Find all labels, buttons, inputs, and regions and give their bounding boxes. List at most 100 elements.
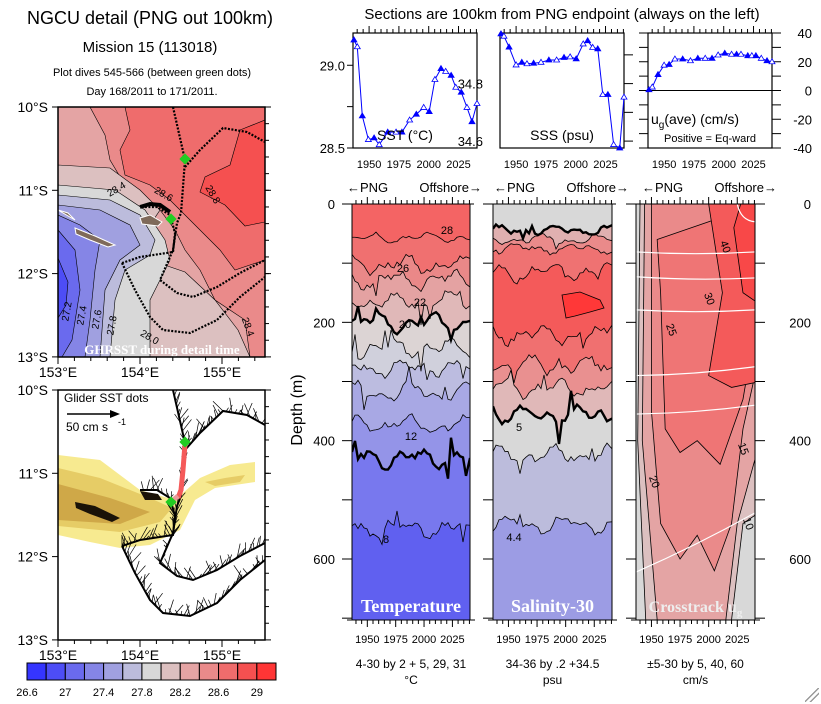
data-point bbox=[452, 83, 460, 90]
velocity-arrow bbox=[166, 553, 171, 569]
data-point bbox=[431, 75, 439, 82]
contour-label: 28 bbox=[441, 225, 453, 237]
contour-line bbox=[352, 437, 470, 479]
resize-grip-icon[interactable] bbox=[805, 688, 819, 702]
data-point bbox=[412, 110, 421, 117]
data-point bbox=[727, 50, 736, 57]
island-shape bbox=[139, 214, 163, 227]
contour-line bbox=[352, 413, 470, 433]
data-point bbox=[370, 134, 378, 141]
y-tick-label: 34.8 bbox=[458, 77, 483, 92]
contour-spec: ±5-30 by 5, 40, 60 bbox=[647, 657, 744, 671]
data-point bbox=[500, 32, 508, 39]
lat-label: 10°S bbox=[17, 382, 48, 398]
lon-label: 155°E bbox=[203, 647, 241, 663]
velocity-arrow bbox=[155, 596, 162, 611]
data-point bbox=[350, 36, 358, 43]
data-point bbox=[594, 45, 602, 52]
colorbar-swatch bbox=[122, 662, 143, 681]
velocity-arrow bbox=[205, 560, 212, 573]
colorbar-swatch bbox=[237, 662, 258, 681]
dives-subtitle: Plot dives 545-566 (between green dots) bbox=[53, 67, 251, 79]
data-point bbox=[579, 40, 587, 47]
contour-label: 27.6 bbox=[90, 309, 104, 331]
y-tick-label: 20 bbox=[798, 55, 812, 70]
velocity-arrow bbox=[212, 400, 224, 412]
data-point bbox=[757, 54, 765, 61]
x-tick-label: 2025 bbox=[446, 159, 470, 171]
x-tick-label: 1950 bbox=[357, 159, 381, 171]
velocity-arrow bbox=[146, 479, 150, 491]
data-point bbox=[678, 55, 687, 62]
data-point bbox=[763, 56, 771, 64]
velocity-arrow bbox=[121, 532, 129, 545]
lat-label: 10°S bbox=[17, 99, 48, 115]
colorbar-label: 29 bbox=[251, 687, 263, 699]
lat-label: 13°S bbox=[17, 632, 48, 648]
data-point bbox=[468, 117, 476, 125]
velocity-arrow bbox=[164, 558, 173, 573]
glider-track bbox=[121, 545, 265, 618]
velocity-arrow bbox=[259, 535, 261, 546]
contour-band bbox=[352, 204, 470, 243]
data-point bbox=[572, 55, 580, 62]
velocity-arrow bbox=[235, 570, 242, 585]
y-tick-label: 40 bbox=[798, 26, 812, 41]
velocity-arrow bbox=[128, 536, 132, 544]
data-point bbox=[552, 56, 561, 63]
data-line bbox=[353, 39, 478, 146]
chart-label: ug(ave) (cm/s) bbox=[651, 111, 739, 131]
sss-chart: 1950 1975 2000 2025 SSS (psu) bbox=[497, 26, 633, 171]
data-point bbox=[768, 57, 776, 65]
x-tick-label: 2000 bbox=[553, 634, 577, 646]
velocity-arrow bbox=[174, 567, 184, 578]
glider-track bbox=[121, 205, 177, 265]
colorbar-swatch bbox=[179, 662, 200, 681]
velocity-arrow bbox=[172, 390, 173, 391]
contour-label: 30 bbox=[701, 291, 716, 307]
sst-map: 28.4 28.6 28.827.2 27.4 27.6 27.828.0 28.4GHRS… bbox=[58, 107, 265, 357]
data-point bbox=[599, 90, 607, 97]
glider-track bbox=[121, 262, 265, 335]
velocity-arrow bbox=[163, 521, 167, 537]
x-tick-label: 1975 bbox=[387, 159, 411, 171]
colorbar-swatch bbox=[45, 662, 66, 681]
data-point bbox=[737, 50, 745, 57]
contour-line bbox=[352, 366, 470, 410]
map-frame bbox=[57, 389, 266, 641]
contour-line bbox=[352, 268, 470, 297]
lon-label: 154°E bbox=[121, 647, 159, 663]
contour-spec: 34-36 by .2 +34.5 bbox=[506, 657, 600, 671]
green-dot-marker bbox=[179, 153, 191, 165]
colorbar-swatch bbox=[83, 662, 105, 681]
contour-spec: 4-30 by 2 + 5, 29, 31 bbox=[356, 657, 467, 671]
velocity-arrow bbox=[140, 572, 150, 585]
contour-line bbox=[493, 243, 612, 256]
x-tick-label: 2000 bbox=[416, 159, 440, 171]
velocity-arrow bbox=[203, 597, 209, 608]
data-point bbox=[512, 61, 520, 68]
glider-legend-title: Glider SST dots bbox=[64, 391, 148, 405]
glider-sst-dots bbox=[175, 443, 188, 499]
colorbar-label: 27.8 bbox=[131, 687, 152, 699]
velocity-arrow bbox=[188, 568, 197, 579]
contour-label: 20 bbox=[399, 319, 411, 331]
velocity-arrow bbox=[201, 564, 211, 577]
velocity-arrow bbox=[151, 475, 154, 491]
velocity-arrow bbox=[244, 403, 251, 417]
velocity-arrow bbox=[233, 565, 243, 579]
plot-frame bbox=[499, 32, 625, 149]
scale-exponent: -1 bbox=[118, 417, 126, 427]
sst-shading bbox=[140, 491, 162, 500]
x-tick-label: 2025 bbox=[440, 634, 464, 646]
velocity-arrow bbox=[142, 529, 151, 540]
velocity-arrow bbox=[175, 391, 181, 402]
velocity-arrow bbox=[123, 536, 126, 550]
section-title: Salinity-30 bbox=[511, 596, 594, 616]
data-point bbox=[648, 83, 656, 90]
contour-line bbox=[493, 324, 612, 349]
data-point bbox=[457, 88, 465, 95]
